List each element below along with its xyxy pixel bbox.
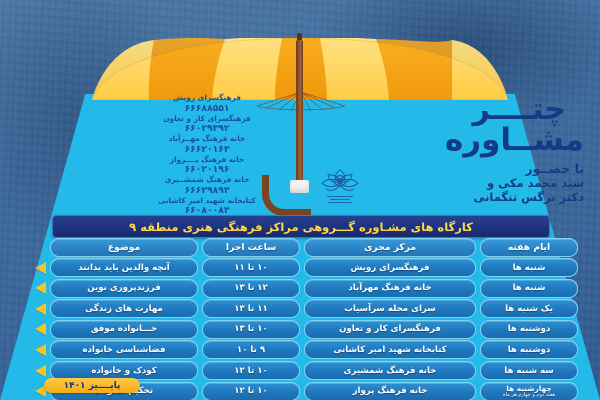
contact-item: فرهنگسرای رویش ۶۶۶۸۸۵۵۱ <box>132 93 282 114</box>
cell-day-label: چهارشنبه ها <box>506 383 552 393</box>
contact-name: فرهنگسرای رویش <box>173 93 241 102</box>
row-arrow-icon <box>22 343 46 356</box>
contact-item: فرهنگسرای کار و تعاون ۶۶۰۲۹۳۹۲ <box>132 113 282 135</box>
presence-block: با حضــور سید محمد مکی و دکتر نرگس تنگما… <box>389 161 584 204</box>
cell-day: چهارشنبه ها هفته دوم و چهارم هر ماه <box>480 381 578 400</box>
contact-phone: ۶۶۶۸۸۵۵۱ <box>184 102 230 114</box>
contact-item: کتابخانه شهید امیر کاشانی ۶۶۰۸۰۰۸۳ <box>132 195 282 217</box>
cell-center: سرای محله سرآسیاب <box>304 299 476 319</box>
cell-day: شنبه ها <box>480 278 578 298</box>
cell-day-note: هفته دوم و چهارم هر ماه <box>502 391 556 398</box>
table-row: سه شنبه ها خانه فرهنگ شمشیری ۱۰ تا ۱۲ کو… <box>22 361 578 381</box>
contact-phone: ۶۶۰۸۰۰۸۳ <box>184 205 230 217</box>
table-row: شنبه ها خانه فرهنگ مهرآباد ۱۲ تا ۱۳ فرزن… <box>22 278 578 298</box>
contact-phone: ۶۶۶۲۹۸۹۳ <box>184 184 230 196</box>
contact-name: خانه فرهنگ مهــرآباد <box>168 134 246 144</box>
season-badge: پایــــیز ۱۴۰۱ <box>44 378 140 393</box>
header-day: ایام هفته <box>480 237 578 257</box>
season-badge-text: پایــــیز ۱۴۰۱ <box>63 380 121 391</box>
workshops-table: ایام هفته مرکز مجری ساعت اجرا موضوع شنبه… <box>22 237 578 400</box>
presence-person-1: سید محمد مکی و <box>486 176 584 191</box>
table-row: چهارشنبه ها هفته دوم و چهارم هر ماه خانه… <box>22 381 578 400</box>
presence-person-2: دکتر نرگس تنگمانی <box>473 190 584 205</box>
contact-list: فرهنگسرای رویش ۶۶۶۸۸۵۵۱ فرهنگسرای کار و … <box>132 93 282 217</box>
table-row: دوشنبه ها کتابخانه شهید امیر کاشانی ۹ تا… <box>22 340 578 360</box>
contact-name: خانه فرهنگ شمشــیری <box>164 175 250 185</box>
cell-center: فرهنگسرای رویش <box>304 258 476 278</box>
workshops-banner-text: کارگاه های مشـاوره گـــروهی مراکز فرهنگی… <box>129 219 473 234</box>
cell-time: ۱۰ تا ۱۲ <box>202 361 300 381</box>
header-center: مرکز مجری <box>304 237 476 257</box>
cell-center: خانه فرهنگ پرواز <box>304 381 476 400</box>
cell-center: خانه فرهنگ شمشیری <box>304 361 476 381</box>
presence-label: با حضــور <box>525 161 584 177</box>
row-arrow-icon <box>22 323 46 336</box>
table-row: شنبه ها فرهنگسرای رویش ۱۰ تا ۱۱ آنچه وال… <box>22 258 578 278</box>
cell-time: ۱۰ تا ۱۳ <box>202 319 300 339</box>
row-arrow-icon <box>22 385 46 398</box>
contact-name: خانه فرهنگ پــــرواز <box>169 154 245 164</box>
table-row: دوشنبه ها فرهنگسرای کار و تعاون ۱۰ تا ۱۳… <box>22 319 578 339</box>
cell-day: شنبه ها <box>480 258 578 278</box>
cell-topic: فضاشناسی خانواده <box>50 340 198 360</box>
header-time: ساعت اجرا <box>202 237 300 257</box>
header-topic: موضوع <box>50 237 198 257</box>
row-arrow-icon <box>22 364 46 377</box>
cell-time: ۱۰ تا ۱۱ <box>202 258 300 278</box>
cell-time: ۱۲ تا ۱۳ <box>202 278 300 298</box>
workshops-banner: کارگاه های مشـاوره گـــروهی مراکز فرهنگی… <box>52 215 550 238</box>
cell-center: فرهنگسرای کار و تعاون <box>304 319 476 339</box>
cell-topic: مهارت های زندگی <box>50 299 198 319</box>
contact-name: کتابخانه شهید امیر کاشانی <box>158 195 256 205</box>
umbrella-handle-icon <box>262 175 311 216</box>
cell-day: یک شنبه ها <box>480 299 578 319</box>
contact-phone: ۶۶۶۲۰۱۶۳ <box>184 143 230 155</box>
cell-topic: خـــانواده موفق <box>50 319 198 339</box>
row-arrow-icon <box>22 302 46 315</box>
umbrella-pole-icon <box>296 40 303 192</box>
contact-item: خانه فرهنگ مهــرآباد ۶۶۶۲۰۱۶۳ <box>132 135 282 155</box>
cell-time: ۹ تا ۱۰ <box>202 340 300 360</box>
contact-item: خانه فرهنگ پــــرواز ۶۶۰۲۰۱۹۶ <box>132 154 282 176</box>
table-row: یک شنبه ها سرای محله سرآسیاب ۱۱ تا ۱۳ مه… <box>22 299 578 319</box>
cell-time: ۱۰ تا ۱۲ <box>202 381 300 400</box>
row-arrow-icon <box>22 282 46 295</box>
cell-center: کتابخانه شهید امیر کاشانی <box>304 340 476 360</box>
cell-day: دوشنبه ها <box>480 340 578 360</box>
umbrella-tip-icon <box>297 33 302 43</box>
poster-title-line1: چتــــر <box>472 92 566 127</box>
cell-time: ۱۱ تا ۱۳ <box>202 299 300 319</box>
table-header-row: ایام هفته مرکز مجری ساعت اجرا موضوع <box>22 237 578 257</box>
poster-title-line2: مشــاوره <box>445 121 584 158</box>
row-arrow-icon <box>22 261 46 274</box>
cell-center: خانه فرهنگ مهرآباد <box>304 278 476 298</box>
cell-day: سه شنبه ها <box>480 361 578 381</box>
contact-phone: ۶۶۰۲۰۱۹۶ <box>184 164 230 176</box>
poster-title-block: چتــــر مشــاوره با حضــور سید محمد مکی … <box>389 92 584 205</box>
lotus-logo-icon <box>318 166 362 208</box>
contact-phone: ۶۶۰۲۹۳۹۲ <box>184 123 230 135</box>
cell-topic: فرزندپروری نوین <box>50 278 198 298</box>
contact-item: خانه فرهنگ شمشــیری ۶۶۶۲۹۸۹۳ <box>132 176 282 196</box>
cell-topic: آنچه والدین باید بدانند <box>50 258 198 278</box>
contact-name: فرهنگسرای کار و تعاون <box>163 113 251 123</box>
cell-day: دوشنبه ها <box>480 319 578 339</box>
